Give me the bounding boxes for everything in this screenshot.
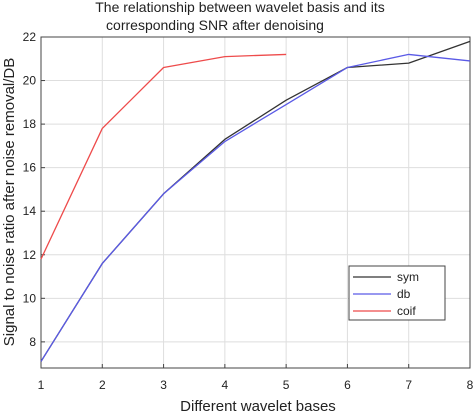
x-tick-label: 4 — [222, 378, 229, 392]
x-tick-label: 3 — [160, 378, 167, 392]
chart-title-line-2: corresponding SNR after denoising — [106, 17, 324, 33]
legend-label-db: db — [397, 287, 411, 301]
y-tick-label: 20 — [23, 74, 37, 88]
x-tick-label: 6 — [344, 378, 351, 392]
y-tick-label: 16 — [23, 161, 37, 175]
y-axis-label: Signal to noise ratio after noise remova… — [1, 58, 18, 346]
series-layer — [40, 40, 471, 362]
y-tick-label: 10 — [23, 291, 37, 305]
x-axis-label: Different wavelet bases — [180, 398, 336, 415]
x-tick-label: 5 — [283, 378, 290, 392]
plot-frame — [40, 36, 471, 369]
y-tick-label: 12 — [23, 248, 37, 262]
grid-lines — [40, 36, 471, 368]
legend: sym db coif — [348, 265, 446, 321]
series-line-db — [40, 53, 471, 362]
series-line-coif — [40, 53, 287, 260]
y-tick-label: 18 — [23, 117, 37, 131]
x-tick-label: 7 — [405, 378, 412, 392]
y-tick-label: 14 — [23, 204, 37, 218]
x-tick-label: 8 — [467, 378, 474, 392]
legend-label-sym: sym — [397, 270, 419, 284]
y-tick-label: 8 — [29, 335, 36, 349]
x-tick-label: 2 — [99, 378, 106, 392]
chart-title-line-1: The relationship between wavelet basis a… — [95, 0, 385, 15]
legend-label-coif: coif — [397, 304, 416, 318]
y-tick-label: 22 — [23, 30, 37, 44]
x-tick-label: 1 — [38, 378, 45, 392]
